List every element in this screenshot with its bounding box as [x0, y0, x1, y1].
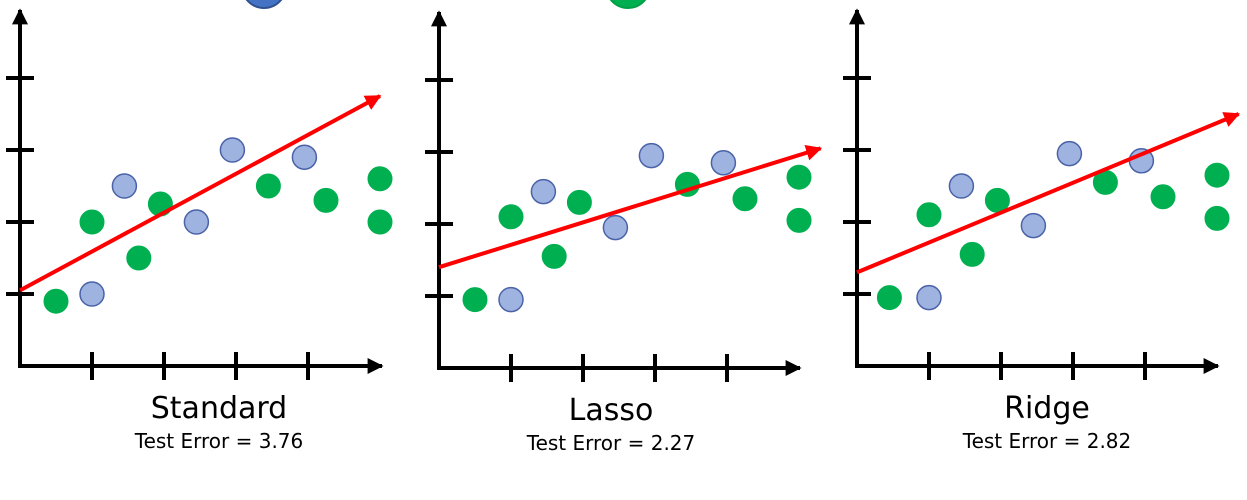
data-point-green — [1204, 162, 1230, 188]
data-point-green — [1204, 205, 1230, 231]
data-point-green — [916, 202, 942, 228]
panel-lasso: Lasso Test Error = 2.27 — [425, 10, 823, 455]
panel-ridge-axes — [843, 8, 1220, 380]
regression-line — [438, 145, 823, 270]
data-point-blue — [916, 284, 942, 311]
data-point-green — [255, 173, 281, 199]
panel-ridge-points — [876, 140, 1230, 311]
data-point-green — [786, 207, 812, 233]
data-point-green — [566, 189, 592, 215]
data-point-green — [462, 287, 488, 313]
panel-standard-points — [43, 137, 393, 314]
panel-standard-fit — [19, 94, 382, 293]
regression-line — [856, 112, 1241, 275]
data-point-green — [876, 285, 902, 311]
data-point-blue — [183, 209, 210, 235]
panel-lasso-points — [462, 142, 812, 313]
data-point-blue — [219, 137, 246, 163]
panel-ridge-error: Test Error = 2.82 — [962, 429, 1132, 453]
top-blue-circle — [245, 0, 283, 9]
top-green-circle — [609, 0, 647, 9]
panel-lasso-error: Test Error = 2.27 — [526, 431, 696, 455]
data-point-green — [126, 245, 152, 271]
panel-ridge-fit — [856, 112, 1241, 275]
panel-standard-axes — [6, 8, 384, 380]
data-point-green — [1150, 184, 1176, 210]
data-point-blue — [530, 178, 557, 205]
regression-line — [19, 94, 382, 293]
data-point-blue — [498, 286, 524, 313]
data-point-green — [313, 187, 339, 213]
data-point-green — [367, 209, 393, 235]
data-point-blue — [111, 173, 138, 199]
panel-standard-title: Standard — [151, 391, 287, 426]
panel-ridge: Ridge Test Error = 2.82 — [843, 8, 1241, 453]
data-point-blue — [638, 142, 665, 169]
data-point-blue — [79, 281, 105, 307]
data-point-green — [786, 164, 812, 190]
panel-standard-error: Test Error = 3.76 — [134, 429, 304, 453]
panel-standard: Standard Test Error = 3.76 — [6, 8, 393, 453]
panel-lasso-title: Lasso — [569, 393, 654, 428]
data-point-green — [79, 209, 105, 235]
panel-ridge-title: Ridge — [1004, 391, 1090, 426]
data-point-green — [732, 186, 758, 212]
panel-lasso-fit — [438, 145, 823, 270]
data-point-blue — [602, 214, 629, 241]
data-point-blue — [1056, 140, 1083, 167]
data-point-green — [498, 204, 524, 230]
data-point-green — [43, 288, 69, 314]
data-point-green — [541, 243, 567, 269]
panel-lasso-axes — [425, 10, 802, 382]
data-point-blue — [948, 173, 975, 199]
data-point-blue — [291, 144, 318, 170]
data-point-green — [367, 166, 393, 192]
data-point-blue — [1020, 212, 1047, 239]
data-point-blue — [710, 150, 737, 176]
data-point-green — [959, 241, 985, 267]
